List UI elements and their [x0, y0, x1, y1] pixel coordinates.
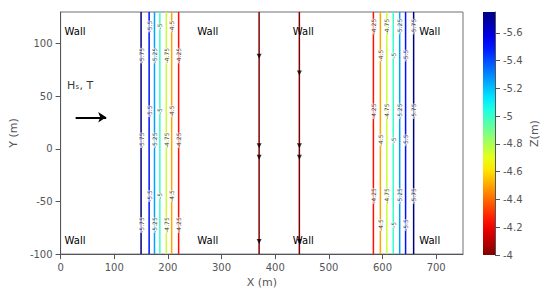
- svg-text:Wall: Wall: [293, 235, 314, 246]
- svg-text:-5.5: -5.5: [402, 50, 409, 62]
- svg-text:-4.25: -4.25: [175, 132, 182, 148]
- svg-text:-5.25: -5.25: [151, 132, 158, 148]
- svg-text:X (m): X (m): [247, 276, 277, 289]
- svg-text:Wall: Wall: [197, 235, 218, 246]
- svg-text:-4.25: -4.25: [175, 48, 182, 64]
- svg-text:-4: -4: [503, 250, 513, 261]
- svg-text:-5.75: -5.75: [138, 217, 145, 233]
- svg-text:-4.75: -4.75: [383, 188, 390, 204]
- svg-text:-4.25: -4.25: [370, 188, 377, 204]
- svg-text:50: 50: [40, 91, 53, 102]
- svg-text:-4.75: -4.75: [163, 48, 170, 64]
- svg-text:-4.5: -4.5: [168, 190, 175, 202]
- svg-text:-5.5: -5.5: [146, 105, 153, 117]
- svg-text:-4.75: -4.75: [163, 217, 170, 233]
- svg-text:Wall: Wall: [65, 26, 86, 37]
- svg-text:100: 100: [34, 38, 53, 49]
- svg-text:200: 200: [158, 262, 177, 273]
- svg-text:Wall: Wall: [197, 26, 218, 37]
- svg-text:Wall: Wall: [419, 26, 440, 37]
- svg-text:400: 400: [266, 262, 285, 273]
- svg-text:Wall: Wall: [293, 26, 314, 37]
- svg-text:-4.75: -4.75: [163, 132, 170, 148]
- svg-text:-5.5: -5.5: [402, 134, 409, 146]
- svg-text:-4.75: -4.75: [383, 19, 390, 35]
- svg-text:-4.8: -4.8: [503, 138, 523, 149]
- svg-text:-4.6: -4.6: [503, 166, 523, 177]
- svg-text:-5: -5: [156, 108, 163, 114]
- svg-text:Wall: Wall: [65, 235, 86, 246]
- svg-text:0: 0: [57, 262, 63, 273]
- svg-text:-4.75: -4.75: [383, 103, 390, 119]
- svg-text:-50: -50: [36, 196, 52, 207]
- svg-text:-5.75: -5.75: [410, 103, 417, 119]
- svg-text:-4.25: -4.25: [175, 217, 182, 233]
- svg-text:-5: -5: [390, 222, 397, 228]
- svg-text:-4.5: -4.5: [168, 20, 175, 32]
- svg-text:-5: -5: [390, 52, 397, 58]
- svg-text:-5.4: -5.4: [503, 55, 523, 66]
- svg-text:700: 700: [427, 262, 446, 273]
- svg-text:-5: -5: [156, 193, 163, 199]
- svg-text:-5.75: -5.75: [138, 48, 145, 64]
- svg-text:-5.25: -5.25: [151, 48, 158, 64]
- svg-text:Z(m): Z(m): [528, 120, 541, 147]
- svg-text:-5.25: -5.25: [396, 188, 403, 204]
- svg-text:-4.5: -4.5: [168, 105, 175, 117]
- svg-text:-5.25: -5.25: [396, 19, 403, 35]
- svg-text:-4.5: -4.5: [377, 134, 384, 146]
- svg-text:-100: -100: [30, 249, 53, 260]
- svg-text:100: 100: [105, 262, 124, 273]
- svg-text:600: 600: [373, 262, 392, 273]
- svg-text:Y (m): Y (m): [7, 118, 20, 149]
- svg-text:-5.25: -5.25: [396, 103, 403, 119]
- svg-text:-5.2: -5.2: [503, 83, 523, 94]
- svg-text:Wall: Wall: [419, 235, 440, 246]
- svg-text:500: 500: [319, 262, 338, 273]
- svg-text:300: 300: [212, 262, 231, 273]
- svg-text:-5.5: -5.5: [146, 20, 153, 32]
- svg-text:-4.25: -4.25: [370, 19, 377, 35]
- svg-text:-4.2: -4.2: [503, 222, 523, 233]
- svg-text:-5: -5: [390, 137, 397, 143]
- svg-text:-5.75: -5.75: [138, 132, 145, 148]
- svg-text:-5.6: -5.6: [503, 27, 523, 38]
- svg-text:0: 0: [46, 143, 52, 154]
- svg-text:-5.75: -5.75: [410, 19, 417, 35]
- svg-text:Hₛ, T: Hₛ, T: [67, 79, 93, 92]
- svg-text:-5.5: -5.5: [146, 190, 153, 202]
- svg-text:-5: -5: [503, 111, 513, 122]
- svg-text:-4.4: -4.4: [503, 194, 523, 205]
- svg-text:-4.5: -4.5: [377, 219, 384, 231]
- svg-text:-5.5: -5.5: [402, 219, 409, 231]
- svg-text:-5: -5: [156, 23, 163, 29]
- svg-text:-5.75: -5.75: [410, 188, 417, 204]
- svg-text:-4.25: -4.25: [370, 103, 377, 119]
- svg-text:-5.25: -5.25: [151, 217, 158, 233]
- svg-text:-4.5: -4.5: [377, 50, 384, 62]
